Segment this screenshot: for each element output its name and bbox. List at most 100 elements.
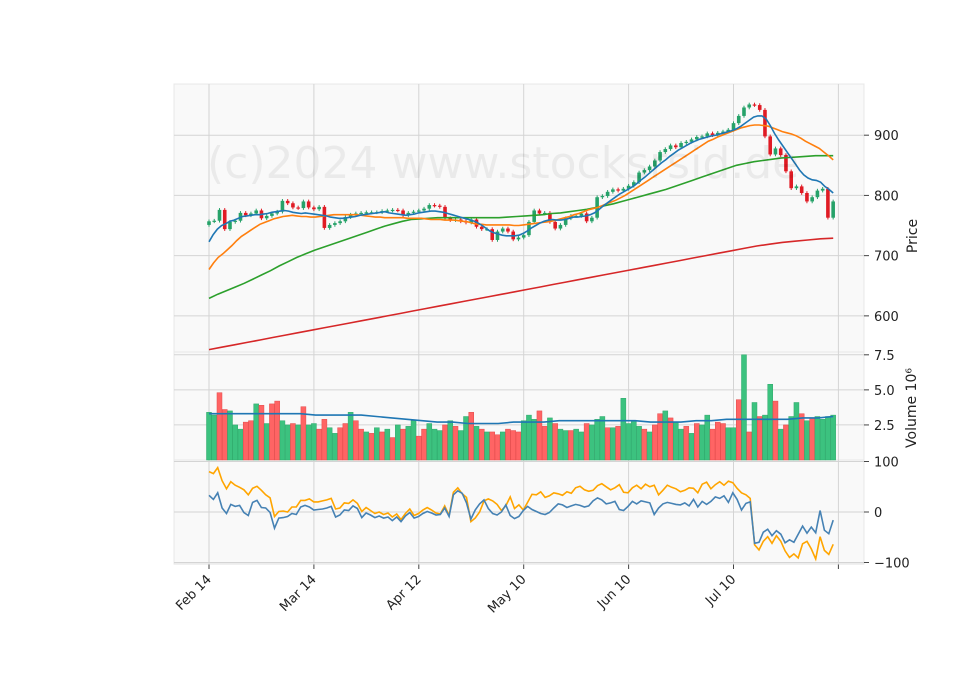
volume-bar — [620, 398, 627, 461]
candle-body — [815, 190, 820, 198]
candle-body — [270, 213, 274, 216]
volume-bar — [248, 420, 254, 461]
candle-body — [359, 212, 363, 215]
volume-bar — [798, 413, 805, 461]
candle-body — [285, 200, 290, 204]
volume-bar — [573, 428, 579, 461]
volume-bar — [431, 428, 438, 461]
volume-bar — [589, 424, 595, 461]
volume-bar — [652, 424, 658, 461]
volume-bar — [374, 427, 380, 461]
volume-bar — [704, 414, 711, 461]
candle-body — [611, 189, 615, 192]
candle-body — [584, 213, 589, 222]
volume-ma-line — [209, 412, 834, 425]
x-tick-label: Feb 14 — [173, 572, 215, 614]
volume-bar — [641, 428, 648, 461]
x-tick-label: Mar 14 — [277, 572, 320, 615]
volume-bar — [484, 431, 490, 461]
candle-body — [810, 197, 814, 202]
volume-bar — [389, 437, 396, 461]
candle-body — [689, 139, 694, 142]
volume-bar — [730, 427, 737, 461]
candle-body — [616, 189, 620, 191]
price-y-tick-label: 800 — [874, 189, 899, 204]
volume-bar — [395, 424, 401, 461]
volume-bar — [510, 430, 516, 461]
volume-bar — [657, 413, 663, 461]
volume-bar — [321, 419, 328, 461]
volume-bar — [342, 423, 349, 461]
candle-body — [778, 148, 783, 156]
volume-bar — [610, 427, 616, 461]
candle-body — [553, 221, 557, 229]
oscillator-line-2 — [208, 465, 834, 562]
volume-bar — [311, 423, 317, 461]
candle-body — [521, 235, 526, 238]
volume-bar — [793, 402, 800, 461]
volume-bar — [279, 420, 286, 461]
candle-body — [705, 133, 710, 137]
candle-body — [390, 209, 395, 212]
volume-bar — [437, 430, 443, 461]
volume-bar — [809, 417, 815, 461]
candle-body — [789, 171, 793, 189]
candle-body — [280, 200, 285, 212]
volume-bar — [783, 424, 789, 461]
candle-body — [579, 213, 584, 216]
x-tick-label: Jun 10 — [594, 572, 634, 612]
volume-bar — [683, 426, 690, 461]
volume-bar — [332, 433, 338, 461]
price-axis-title: Price — [905, 219, 921, 253]
volume-bar — [625, 423, 632, 461]
volume-bar — [458, 430, 464, 461]
ma-long-line — [208, 154, 834, 300]
candle-body — [590, 217, 594, 222]
oscillator-y-tick-label: 0 — [874, 506, 882, 521]
volume-bar — [232, 424, 238, 461]
candle-body — [700, 136, 704, 138]
candle-body — [432, 205, 437, 207]
candle-body — [721, 131, 725, 133]
volume-bar — [541, 426, 548, 461]
candle-body — [338, 221, 342, 224]
volume-bar — [237, 428, 244, 461]
volume-bar — [715, 421, 721, 461]
candle-body — [820, 188, 825, 191]
volume-bar — [263, 423, 270, 461]
candle-body — [773, 148, 778, 155]
volume-bar — [295, 424, 301, 461]
candle-body — [637, 172, 641, 183]
volume-bar — [777, 428, 784, 461]
candle-body — [364, 212, 369, 214]
volume-bar — [746, 431, 752, 461]
price-y-tick-label: 700 — [874, 250, 899, 265]
candle-body — [563, 218, 568, 225]
volume-bar — [442, 424, 448, 461]
candle-body — [448, 218, 453, 221]
volume-bar — [604, 427, 611, 461]
oscillator-line-1 — [208, 489, 834, 545]
volume-bar — [478, 428, 485, 461]
candle-body — [647, 166, 652, 171]
ma-200-line — [208, 237, 834, 351]
oscillator-y-tick-label: 100 — [874, 456, 899, 471]
volume-bar — [284, 424, 291, 461]
candle-body — [312, 207, 316, 210]
volume-bar — [756, 416, 763, 461]
volume-bar — [594, 419, 600, 461]
volume-bar — [206, 412, 212, 461]
volume-bar — [489, 431, 495, 461]
volume-bar — [368, 433, 375, 461]
candle-body — [296, 207, 300, 209]
volume-bar — [316, 428, 322, 461]
volume-bar — [405, 426, 412, 461]
volume-bar-series — [206, 354, 836, 461]
candle-body — [479, 226, 484, 230]
candle-body — [217, 209, 222, 221]
volume-bar — [599, 416, 606, 461]
volume-bar — [578, 431, 585, 461]
candle-body — [422, 208, 426, 211]
x-tick-label: Jul 10 — [702, 572, 739, 609]
candle-body — [826, 188, 830, 218]
